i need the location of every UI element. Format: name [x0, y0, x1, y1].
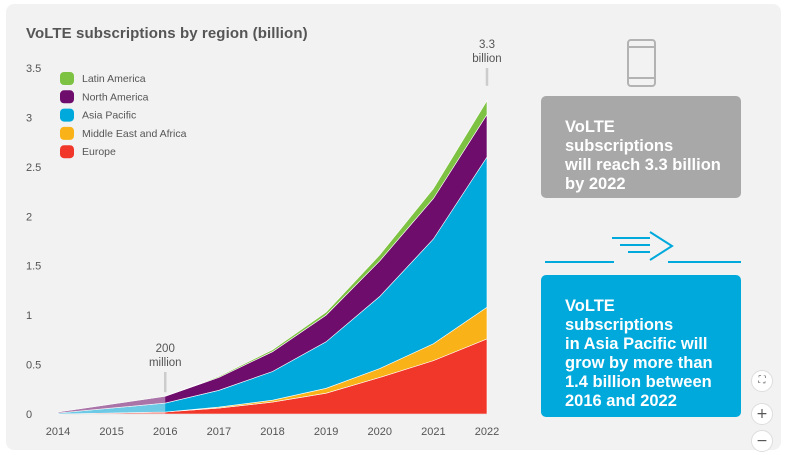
x-tick-label: 2020	[368, 426, 392, 438]
callout-line: in Asia Pacific will	[565, 335, 708, 353]
callout-gray: VoLTE subscriptions will reach 3.3 billi…	[541, 96, 741, 198]
callout-line: will reach 3.3 billion	[565, 156, 721, 174]
x-tick-label: 2019	[314, 426, 338, 438]
zoom-in-button[interactable]: +	[751, 403, 773, 425]
x-tick-label: 2022	[475, 426, 499, 438]
legend-item: Middle East and Africa	[60, 126, 187, 140]
legend-label: Latin America	[82, 73, 146, 85]
x-tick-label: 2021	[421, 426, 445, 438]
callout-line: 2016 and 2022	[565, 392, 677, 410]
callout-line: VoLTE subscriptions	[565, 118, 674, 155]
legend-item: Asia Pacific	[60, 108, 136, 122]
chart-title: VoLTE subscriptions by region (billion)	[26, 25, 308, 42]
legend-swatch	[60, 145, 74, 159]
x-tick-label: 2015	[99, 426, 123, 438]
historical-shade	[58, 68, 166, 414]
y-tick-label: 3.5	[26, 63, 41, 75]
callout-blue: VoLTE subscriptions in Asia Pacific will…	[541, 275, 741, 417]
y-tick-label: 1.5	[26, 261, 41, 273]
legend-label: North America	[82, 91, 149, 103]
legend-swatch	[60, 90, 74, 104]
legend-swatch	[60, 126, 74, 140]
legend-swatch	[60, 72, 74, 85]
callout-line: VoLTE subscriptions	[565, 297, 674, 334]
x-tick-label: 2017	[207, 426, 231, 438]
legend-item: North America	[60, 90, 149, 104]
x-tick-label: 2016	[153, 426, 177, 438]
x-tick-label: 2018	[260, 426, 284, 438]
legend-label: Europe	[82, 146, 116, 158]
y-tick-label: 1	[26, 310, 32, 322]
legend-label: Asia Pacific	[82, 110, 136, 122]
callout-line: 1.4 billion between	[565, 373, 712, 391]
legend-label: Middle East and Africa	[82, 128, 187, 140]
annotation-label: million	[149, 357, 182, 369]
legend-item: Latin America	[60, 72, 146, 85]
y-tick-label: 2.5	[26, 162, 41, 174]
legend-item: Europe	[60, 145, 116, 159]
smartphone-icon	[627, 39, 656, 87]
annotation-label: 200	[156, 343, 175, 355]
fit-view-button[interactable]: ⛶	[751, 370, 773, 392]
y-tick-label: 3	[26, 112, 32, 124]
y-tick-label: 2	[26, 211, 32, 223]
annotation-label: 3.3	[479, 39, 495, 51]
callout-line: by 2022	[565, 175, 626, 193]
zoom-out-button[interactable]: −	[751, 430, 773, 452]
area-latin-america	[57, 99, 488, 413]
annotation-label: billion	[472, 53, 501, 65]
y-tick-label: 0	[26, 409, 32, 421]
callout-line: grow by more than	[565, 354, 713, 372]
fast-arrow-icon	[545, 231, 741, 263]
y-tick-label: 0.5	[26, 360, 41, 372]
legend-swatch	[60, 108, 74, 122]
x-tick-label: 2014	[46, 426, 70, 438]
